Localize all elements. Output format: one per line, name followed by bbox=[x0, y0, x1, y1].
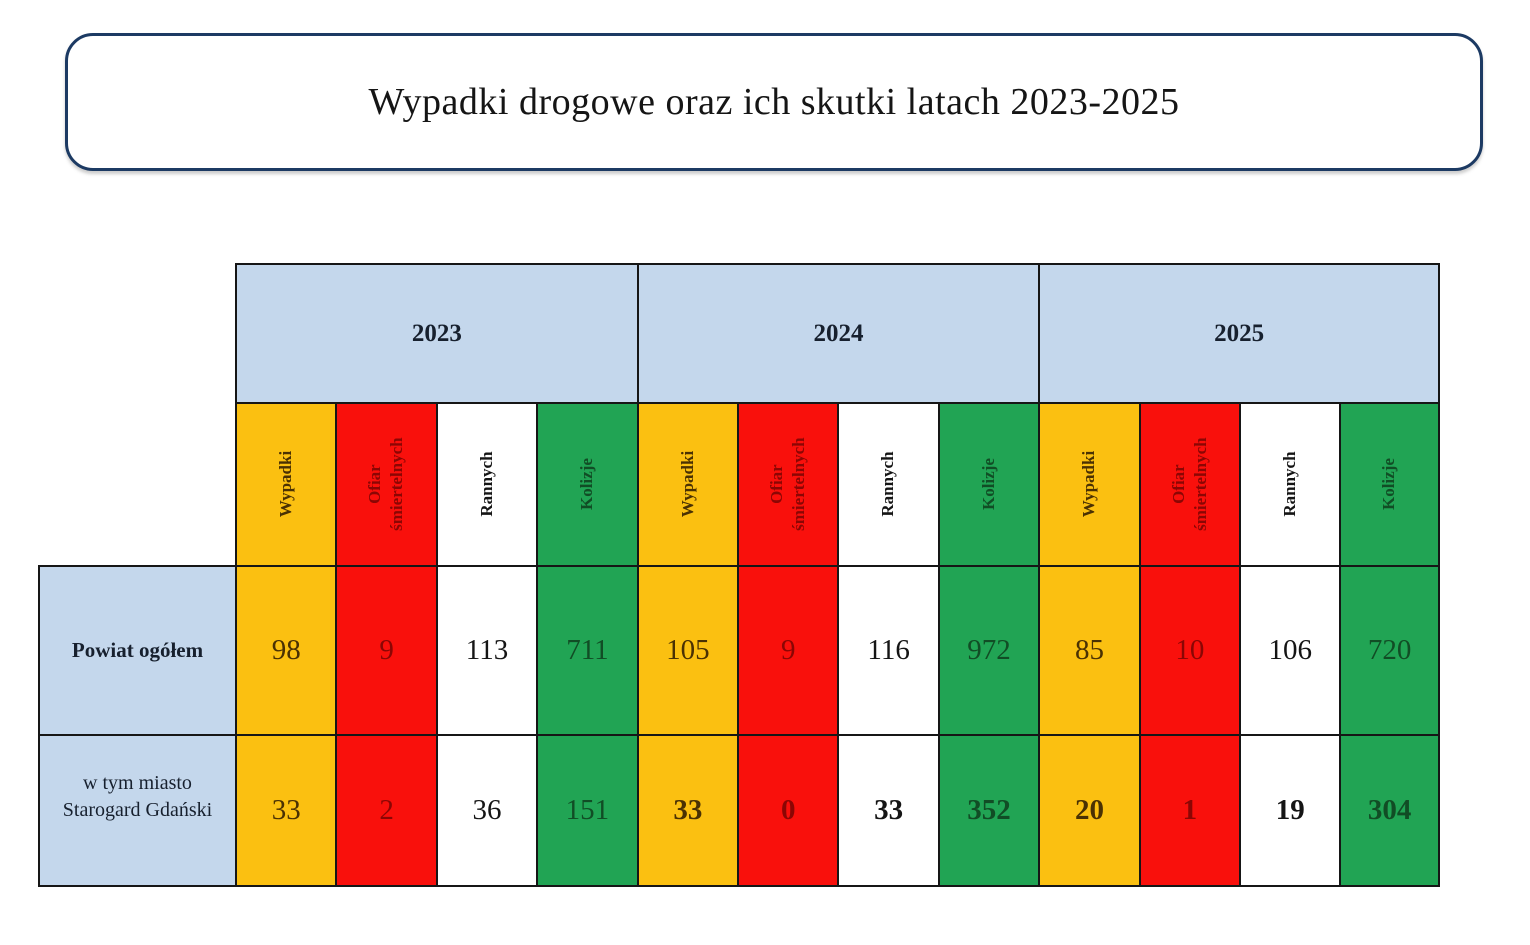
row-label-miasto-starogard: w tym miasto Starogard Gdański bbox=[38, 734, 235, 887]
column-header-rannych-2025: Rannych bbox=[1239, 402, 1340, 565]
page-title: Wypadki drogowe oraz ich skutki latach 2… bbox=[368, 81, 1180, 123]
cell-2023-ofiar-powiat: 9 bbox=[335, 565, 436, 734]
cell-2023-ofiar-miasto: 2 bbox=[335, 734, 436, 887]
cell-2025-rannych-powiat: 106 bbox=[1239, 565, 1340, 734]
cell-2025-ofiar-powiat: 10 bbox=[1138, 565, 1240, 734]
year-label: 2024 bbox=[813, 319, 864, 347]
cell-2024-rannych-miasto: 33 bbox=[837, 734, 938, 887]
cell-2024-kolizje-miasto: 352 bbox=[937, 734, 1039, 887]
cell-2024-rannych-powiat: 116 bbox=[837, 565, 938, 734]
cell-2025-wypadki-miasto: 20 bbox=[1038, 734, 1139, 887]
year-header-2024: 2024 bbox=[636, 263, 1039, 402]
cell-2024-kolizje-powiat: 972 bbox=[937, 565, 1039, 734]
row-label-powiat-ogolem: Powiat ogółem bbox=[38, 565, 235, 734]
column-header-kolizje-2025: Kolizje bbox=[1339, 402, 1440, 565]
column-header-kolizje-2023: Kolizje bbox=[536, 402, 637, 565]
column-header-label: Rannych bbox=[878, 451, 898, 518]
cell-2023-kolizje-powiat: 711 bbox=[536, 565, 637, 734]
year-label: 2025 bbox=[1214, 319, 1265, 347]
cell-2025-rannych-miasto: 19 bbox=[1239, 734, 1340, 887]
column-header-wypadki-2024: Wypadki bbox=[636, 402, 738, 565]
column-header-wypadki-2023: Wypadki bbox=[235, 402, 336, 565]
column-header-label: Kolizje bbox=[979, 458, 998, 511]
cell-2024-ofiar-miasto: 0 bbox=[737, 734, 838, 887]
year-header-2025: 2025 bbox=[1038, 263, 1440, 402]
cell-2023-rannych-miasto: 36 bbox=[435, 734, 537, 887]
year-header-2023: 2023 bbox=[235, 263, 637, 402]
cell-2025-kolizje-miasto: 304 bbox=[1339, 734, 1440, 887]
column-header-label: Rannych bbox=[1280, 451, 1300, 518]
column-header-label: Rannych bbox=[476, 451, 496, 518]
cell-2023-wypadki-miasto: 33 bbox=[235, 734, 336, 887]
column-header-label: Wypadki bbox=[677, 451, 697, 518]
column-header-label: Wypadki bbox=[1079, 451, 1099, 518]
cell-2023-rannych-powiat: 113 bbox=[435, 565, 537, 734]
column-header-label: Kolizje bbox=[1379, 458, 1399, 511]
cell-2025-kolizje-powiat: 720 bbox=[1339, 565, 1440, 734]
year-label: 2023 bbox=[411, 319, 462, 347]
cell-2024-wypadki-powiat: 105 bbox=[636, 565, 738, 734]
column-header-rannych-2024: Rannych bbox=[837, 402, 938, 565]
cell-2025-wypadki-powiat: 85 bbox=[1038, 565, 1139, 734]
column-header-ofiar-2024: Ofiar śmiertelnych bbox=[737, 402, 838, 565]
cell-2023-kolizje-miasto: 151 bbox=[536, 734, 637, 887]
column-header-label: Kolizje bbox=[577, 458, 597, 511]
accidents-table: 2023 2024 2025 Wypadki Ofiar śmiertelnyc… bbox=[38, 263, 1440, 887]
column-header-label: Ofiar śmiertelnych bbox=[767, 437, 809, 532]
cell-2025-ofiar-miasto: 1 bbox=[1138, 734, 1240, 887]
column-header-label: Ofiar śmiertelnych bbox=[1168, 437, 1210, 532]
cell-2023-wypadki-powiat: 98 bbox=[235, 565, 336, 734]
column-header-kolizje-2024: Kolizje bbox=[937, 402, 1039, 565]
cell-2024-wypadki-miasto: 33 bbox=[636, 734, 738, 887]
column-header-rannych-2023: Rannych bbox=[435, 402, 537, 565]
column-header-ofiar-2025: Ofiar śmiertelnych bbox=[1138, 402, 1240, 565]
cell-2024-ofiar-powiat: 9 bbox=[737, 565, 838, 734]
column-header-ofiar-2023: Ofiar śmiertelnych bbox=[335, 402, 436, 565]
column-header-label: Ofiar śmiertelnych bbox=[365, 437, 407, 532]
title-box: Wypadki drogowe oraz ich skutki latach 2… bbox=[65, 33, 1483, 171]
row-label-text: Powiat ogółem bbox=[71, 638, 204, 662]
column-header-wypadki-2025: Wypadki bbox=[1038, 402, 1139, 565]
column-header-label: Wypadki bbox=[276, 451, 296, 518]
row-label-text: w tym miasto Starogard Gdański bbox=[62, 771, 213, 821]
